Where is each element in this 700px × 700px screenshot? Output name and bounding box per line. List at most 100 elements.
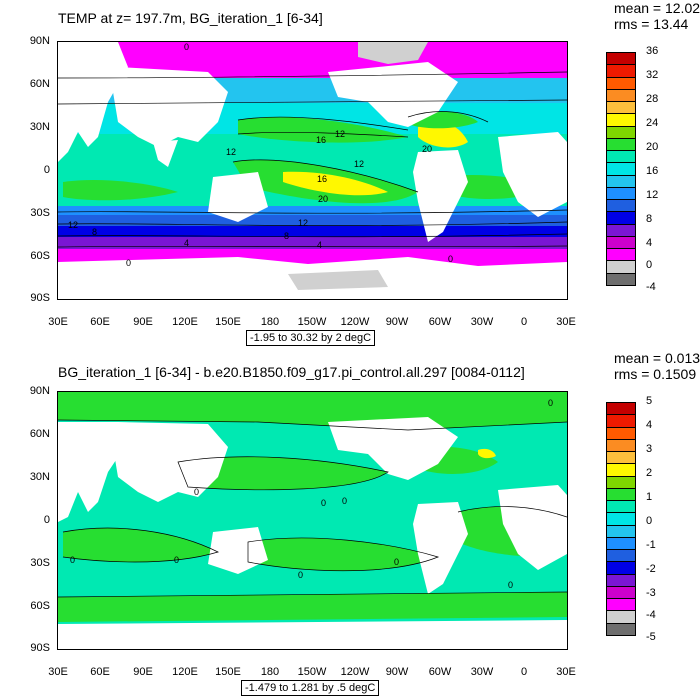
colorbar-box [606,64,636,78]
difference-map-svg: 0 0 0 0 0 0 0 0 0 [58,392,567,649]
colorbar-box [606,524,636,538]
colorbar-box [606,438,636,453]
warm-pool-core [283,171,388,196]
contour-label: 0 [342,496,347,506]
x-tick-label: 30E [556,316,576,328]
colorbar-box [606,585,636,600]
colorbar-label: 8 [646,213,653,225]
rms-value: rms = 13.44 [614,16,689,32]
colorbar-label: 20 [646,141,659,153]
colorbar-box [606,88,636,103]
contour-line [58,245,567,248]
warm-pool-north-pacific [238,117,408,143]
colorbar-box [606,199,636,213]
x-tick-label: 180 [260,316,280,328]
contour-lines [58,419,567,598]
x-tick-label: 30E [556,666,576,678]
colorbar-label: -4 [646,609,656,621]
x-tick-label: 150E [215,316,241,328]
contour-label: 12 [68,220,78,230]
contour-line [177,456,389,491]
x-tick-label: 90W [385,666,409,678]
colorbar-box [606,475,636,489]
colorbar-label: -2 [646,563,656,575]
colorbar-box [606,451,636,465]
contour-label: 16 [316,135,326,145]
x-tick-label: 30W [470,316,494,328]
x-tick-label: 120E [172,316,198,328]
contour-line [58,591,567,598]
x-tick-label: 60W [428,666,452,678]
colorbar-box [606,113,636,127]
colorbar-label: 36 [646,45,659,57]
contour-line [457,506,567,518]
land-australia [208,172,268,222]
colorbar-label: 32 [646,69,659,81]
colorbar-box [606,426,636,440]
colorbar-box [606,272,636,286]
contour-label: 0 [126,258,131,268]
colorbar [606,52,636,286]
temperature-map-svg: 0 12 16 12 12 16 20 20 12 12 8 8 4 4 0 0 [58,42,567,299]
rms-value: rms = 0.1509 [614,366,697,382]
diff-patch-positive [178,456,388,490]
colorbar-box [606,162,636,176]
contour-label: 12 [298,218,308,228]
contour-label: 12 [335,129,345,139]
colorbar-label: -5 [646,631,656,643]
colorbar-label: 2 [646,467,653,479]
x-tick-label: 30E [48,666,68,678]
colorbar-box [606,402,636,416]
colorbar-box [606,235,636,250]
colorbar-label: -4 [646,281,656,293]
contour-label: 8 [284,231,289,241]
land-africa-europe [58,422,128,522]
contour-label: 0 [448,254,453,264]
y-tick-label: 90N [29,35,50,47]
colorbar-box [606,260,636,274]
contour-line [407,111,489,123]
contour-line [58,221,567,226]
colorbar-box [606,549,636,563]
colorbar-box [606,561,636,575]
sea-ice-arctic [358,42,428,64]
x-tick-label: 150W [297,316,327,328]
colorbar-box [606,622,636,636]
colorbar-label: 5 [646,395,653,407]
x-tick-label: 150E [215,666,241,678]
colorbar-box [606,211,636,225]
contour-line [247,537,440,572]
contour-line [58,419,567,431]
land-australia [208,527,268,574]
colorbar-box [606,52,636,66]
land-asia [113,67,228,147]
contour-range-label: -1.95 to 30.32 by 2 degC [246,330,376,346]
colorbar-label: 1 [646,491,653,503]
land-south-america [413,150,468,242]
colorbar-label: 0 [646,259,653,271]
contour-label: 0 [70,555,75,565]
temperature-map: 0 12 16 12 12 16 20 20 12 12 8 8 4 4 0 0 [57,41,568,300]
contour-label: 4 [317,240,322,250]
y-tick-label: 30S [30,207,50,219]
contour-line [58,71,567,79]
warm-pool-indian [63,180,178,201]
contour-label: 0 [548,398,553,408]
x-tick-label: 120W [340,666,370,678]
x-tick-label: 60W [428,316,452,328]
land-south-america [413,502,468,594]
colorbar-box [606,248,636,262]
contour-line [58,233,567,238]
land-asia [113,422,228,502]
contour-label: 8 [92,227,97,237]
contour-range-label: -1.479 to 1.281 by .5 degC [241,680,380,696]
diff-patch-positive [63,528,218,562]
y-tick-label: 90S [30,292,50,304]
y-tick-label: 90N [29,385,50,397]
y-tick-label: 0 [43,514,50,526]
x-tick-label: 0 [520,316,528,328]
colorbar-box [606,536,636,551]
contour-label: 0 [321,498,326,508]
colorbar-box [606,598,636,612]
panel-title: TEMP at z= 197.7m, BG_iteration_1 [6-34] [58,10,323,26]
